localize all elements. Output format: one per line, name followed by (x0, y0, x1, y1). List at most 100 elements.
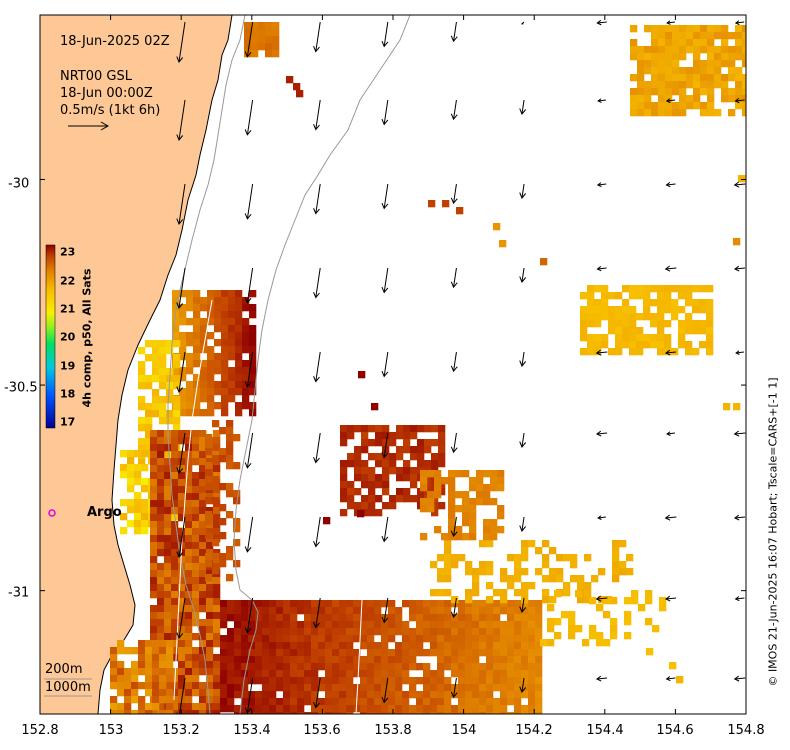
sst-cell (367, 656, 375, 664)
sst-cell (166, 640, 174, 648)
sst-cell (255, 698, 263, 706)
sst-cell (221, 297, 229, 305)
sst-cell (707, 81, 715, 89)
sst-cell (416, 691, 424, 699)
y-tick-label: -30.5 (4, 380, 38, 396)
sst-cell (420, 533, 428, 541)
sst-cell (199, 682, 207, 690)
sst-cell (462, 533, 470, 541)
sst-cell (262, 642, 270, 650)
sst-cell (145, 424, 153, 432)
sst-cell (420, 484, 428, 492)
sst-cell (241, 600, 249, 608)
sst-cell (213, 668, 221, 676)
sst-cell (521, 554, 529, 562)
sst-cell (706, 320, 714, 328)
sst-cell (381, 656, 389, 664)
sst-cell (171, 619, 179, 627)
sst-cell (339, 663, 347, 671)
sst-cell (159, 710, 167, 714)
sst-cell (664, 320, 672, 328)
sst-cell (521, 607, 529, 615)
sst-cell (152, 647, 160, 655)
sst-cell (138, 445, 146, 453)
sst-cell (325, 705, 333, 713)
sst-cell (186, 381, 194, 389)
sst-cell (199, 430, 207, 438)
sst-cell (207, 409, 215, 417)
sst-cell (173, 340, 181, 348)
sst-cell (403, 474, 411, 482)
sst-cell (360, 600, 368, 608)
sst-cell (497, 512, 505, 520)
sst-cell (451, 621, 459, 629)
sst-cell (444, 589, 452, 597)
sst-cell (235, 297, 243, 305)
sst-cell (127, 450, 135, 458)
sst-cell (200, 381, 208, 389)
sst-cell (479, 628, 487, 636)
sst-cell (157, 703, 165, 711)
sst-cell (220, 670, 228, 678)
sst-cell (186, 409, 194, 417)
sst-cell (185, 542, 193, 550)
sst-cell (164, 549, 172, 557)
sst-cell (244, 43, 252, 51)
sst-cell (389, 502, 397, 510)
current-vector (734, 596, 745, 602)
sst-cell (693, 102, 701, 110)
sst-cell (150, 717, 157, 724)
sst-cell (172, 290, 180, 298)
sst-cell (652, 625, 660, 633)
sst-cell (297, 670, 305, 678)
sst-cell (138, 403, 146, 411)
sst-cell (249, 353, 257, 361)
sst-cell (152, 661, 160, 669)
sst-cell (145, 340, 153, 348)
sst-cell (172, 332, 180, 340)
sst-cell (431, 425, 439, 433)
sst-cell (179, 395, 187, 403)
sst-cell (241, 614, 249, 622)
sst-cell (448, 519, 456, 527)
sst-cell (619, 540, 627, 548)
sst-cell (241, 712, 249, 714)
sst-cell (241, 656, 249, 664)
sst-cell (728, 88, 736, 96)
sst-cell (234, 614, 242, 622)
sst-cell (686, 39, 694, 47)
sst-cell (706, 334, 714, 342)
sst-cell (325, 663, 333, 671)
sst-cell (171, 451, 179, 459)
sst-cell (276, 705, 284, 713)
sst-cell (234, 670, 242, 678)
sst-cell (563, 554, 571, 562)
sst-cell (318, 684, 326, 692)
sst-cell (241, 698, 249, 706)
sst-cell (430, 642, 438, 650)
sst-cell (228, 381, 236, 389)
sst-cell (472, 656, 480, 664)
sst-cell (332, 642, 340, 650)
current-vector (521, 21, 525, 25)
sst-cell (220, 614, 228, 622)
sst-cell (374, 656, 382, 664)
sst-cell (388, 670, 396, 678)
sst-cell (437, 684, 445, 692)
sst-cell (686, 46, 694, 54)
sst-cell (276, 642, 284, 650)
sst-cell (150, 493, 158, 501)
sst-cell (241, 607, 249, 615)
sst-cell (221, 304, 229, 312)
sst-cell (199, 584, 207, 592)
current-vector (665, 182, 676, 188)
sst-cell (185, 486, 193, 494)
sst-cell (575, 625, 583, 633)
sst-cell (382, 425, 390, 433)
sst-cell (423, 670, 431, 678)
sst-cell (651, 81, 659, 89)
sst-cell (199, 535, 207, 543)
sst-cell (535, 568, 543, 576)
sst-cell (283, 656, 291, 664)
sst-cell (157, 458, 165, 466)
